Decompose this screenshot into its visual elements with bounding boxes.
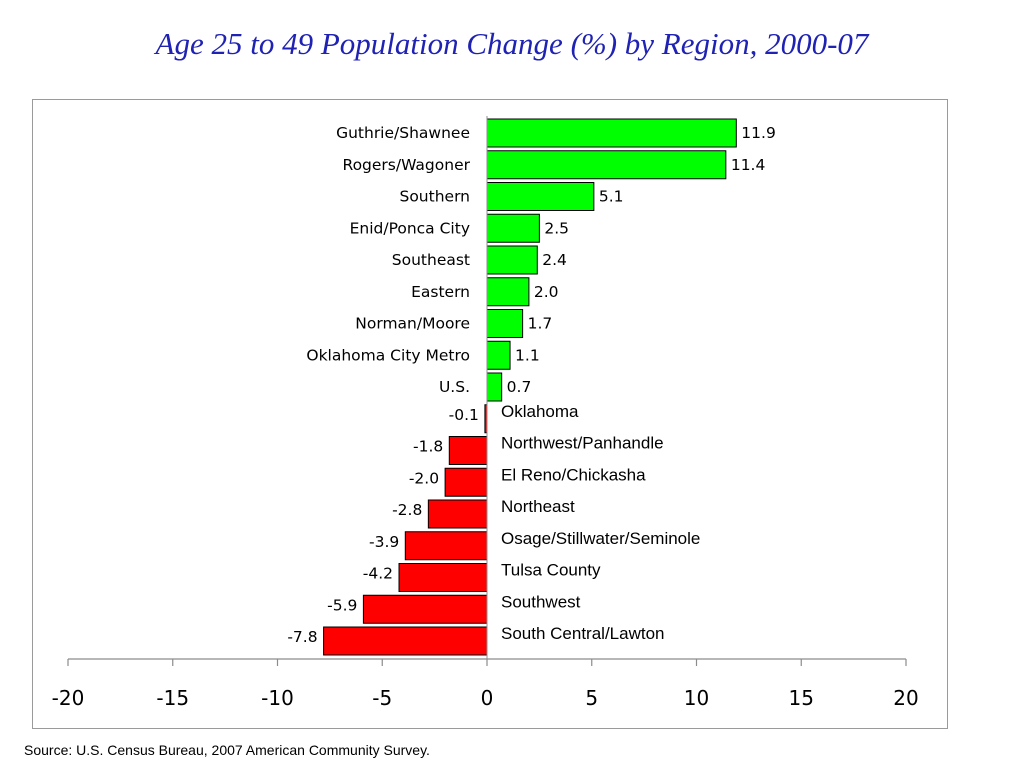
value-label: 1.7 bbox=[528, 315, 553, 333]
value-label: 1.1 bbox=[515, 346, 540, 364]
category-label: Eastern bbox=[411, 283, 470, 301]
value-label: 0.7 bbox=[507, 378, 532, 396]
category-label: Oklahoma bbox=[501, 402, 579, 421]
value-label: -7.8 bbox=[287, 628, 317, 646]
category-label: Oklahoma City Metro bbox=[306, 346, 470, 364]
bar-5 bbox=[486, 277, 530, 307]
x-tick-label: -5 bbox=[372, 686, 392, 710]
x-tick-label: -10 bbox=[261, 686, 294, 710]
bar-2 bbox=[486, 182, 595, 211]
x-tick-label: 15 bbox=[789, 686, 814, 710]
category-label: South Central/Lawton bbox=[501, 624, 665, 643]
category-label: U.S. bbox=[439, 378, 470, 396]
bar-7 bbox=[486, 340, 511, 370]
value-label: -4.2 bbox=[363, 565, 393, 583]
category-label: Norman/Moore bbox=[355, 315, 470, 333]
value-label: -3.9 bbox=[369, 533, 399, 551]
bar-8 bbox=[486, 372, 503, 402]
bar-4 bbox=[486, 245, 538, 275]
x-tick-label: -20 bbox=[52, 686, 85, 710]
bar-14 bbox=[398, 563, 488, 592]
category-label: Northeast bbox=[501, 497, 575, 516]
category-label: Southwest bbox=[501, 592, 581, 611]
category-label: Enid/Ponca City bbox=[350, 219, 470, 237]
value-label: 11.4 bbox=[731, 156, 766, 174]
bar-6 bbox=[486, 309, 524, 338]
chart-area: 11.9 Guthrie/Shawnee 11.4 Rogers/Wagoner 5.1… bbox=[32, 99, 948, 729]
bar-15 bbox=[362, 594, 488, 624]
x-tick-label: 10 bbox=[684, 686, 709, 710]
category-label: Southeast bbox=[392, 251, 470, 269]
value-label: -2.0 bbox=[409, 469, 439, 487]
value-label: 5.1 bbox=[599, 188, 624, 206]
bar-10 bbox=[448, 436, 488, 465]
category-label: Southern bbox=[399, 188, 470, 206]
category-label: Osage/Stillwater/Seminole bbox=[501, 529, 700, 548]
x-tick-label: 20 bbox=[893, 686, 918, 710]
x-tick-label: -15 bbox=[156, 686, 189, 710]
value-label: -5.9 bbox=[327, 596, 357, 614]
value-label: -1.8 bbox=[413, 438, 443, 456]
bar-11 bbox=[444, 467, 488, 497]
value-label: -0.1 bbox=[449, 406, 479, 424]
bar-1 bbox=[486, 150, 727, 180]
value-label: 2.0 bbox=[534, 283, 559, 301]
category-label: Northwest/Panhandle bbox=[501, 434, 664, 453]
x-tick-label: 0 bbox=[481, 686, 494, 710]
bar-13 bbox=[404, 531, 488, 561]
source-note: Source: U.S. Census Bureau, 2007 America… bbox=[24, 742, 430, 758]
category-label: El Reno/Chickasha bbox=[501, 465, 646, 484]
bar-16 bbox=[323, 626, 488, 656]
bar-0 bbox=[486, 118, 737, 148]
category-label: Rogers/Wagoner bbox=[343, 156, 471, 174]
category-label: Guthrie/Shawnee bbox=[336, 124, 470, 142]
chart-title: Age 25 to 49 Population Change (%) by Re… bbox=[155, 26, 869, 61]
bar-3 bbox=[486, 213, 540, 243]
value-label: 11.9 bbox=[741, 124, 776, 142]
bar-12 bbox=[427, 499, 488, 529]
category-label: Tulsa County bbox=[501, 561, 601, 580]
value-label: 2.4 bbox=[542, 251, 567, 269]
value-label: -2.8 bbox=[392, 501, 422, 519]
bar-chart: 11.9 Guthrie/Shawnee 11.4 Rogers/Wagoner 5.1… bbox=[52, 116, 919, 710]
x-tick-label: 5 bbox=[585, 686, 598, 710]
value-label: 2.5 bbox=[544, 219, 569, 237]
